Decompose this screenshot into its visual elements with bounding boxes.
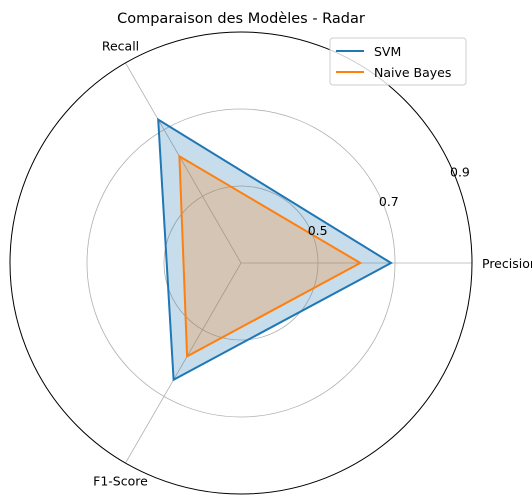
legend-box [329, 37, 467, 86]
series-line-svm [157, 117, 394, 382]
chart-title: Comparaison des Modèles - Radar [117, 11, 365, 27]
series-fill-naive-bayes [179, 156, 361, 357]
series-line-naive-bayes [178, 154, 363, 359]
axis-label-f1-score: F1-Score [93, 473, 148, 488]
axis-label-precision: Precision [482, 256, 532, 271]
legend-label-naive-bayes: Naive Bayes [374, 65, 451, 80]
legend-label-svm: SVM [374, 44, 401, 59]
legend: SVM Naive Bayes [329, 37, 467, 86]
series-group [157, 117, 394, 382]
polar-frame [9, 31, 473, 495]
radial-grid [86, 62, 472, 464]
spoke-f1-score [125, 262, 242, 464]
tick-label-0-7: 0.7 [379, 194, 399, 209]
spoke-recall [125, 62, 242, 264]
series-fill-svm [158, 119, 392, 380]
axis-labels-group: 0.50.70.9PrecisionRecallF1-Score [93, 39, 532, 489]
axis-label-recall: Recall [102, 39, 139, 54]
grid-circle-0-5 [163, 185, 319, 341]
grid-circle-0-7 [86, 108, 396, 418]
tick-label-0-5: 0.5 [308, 223, 328, 238]
